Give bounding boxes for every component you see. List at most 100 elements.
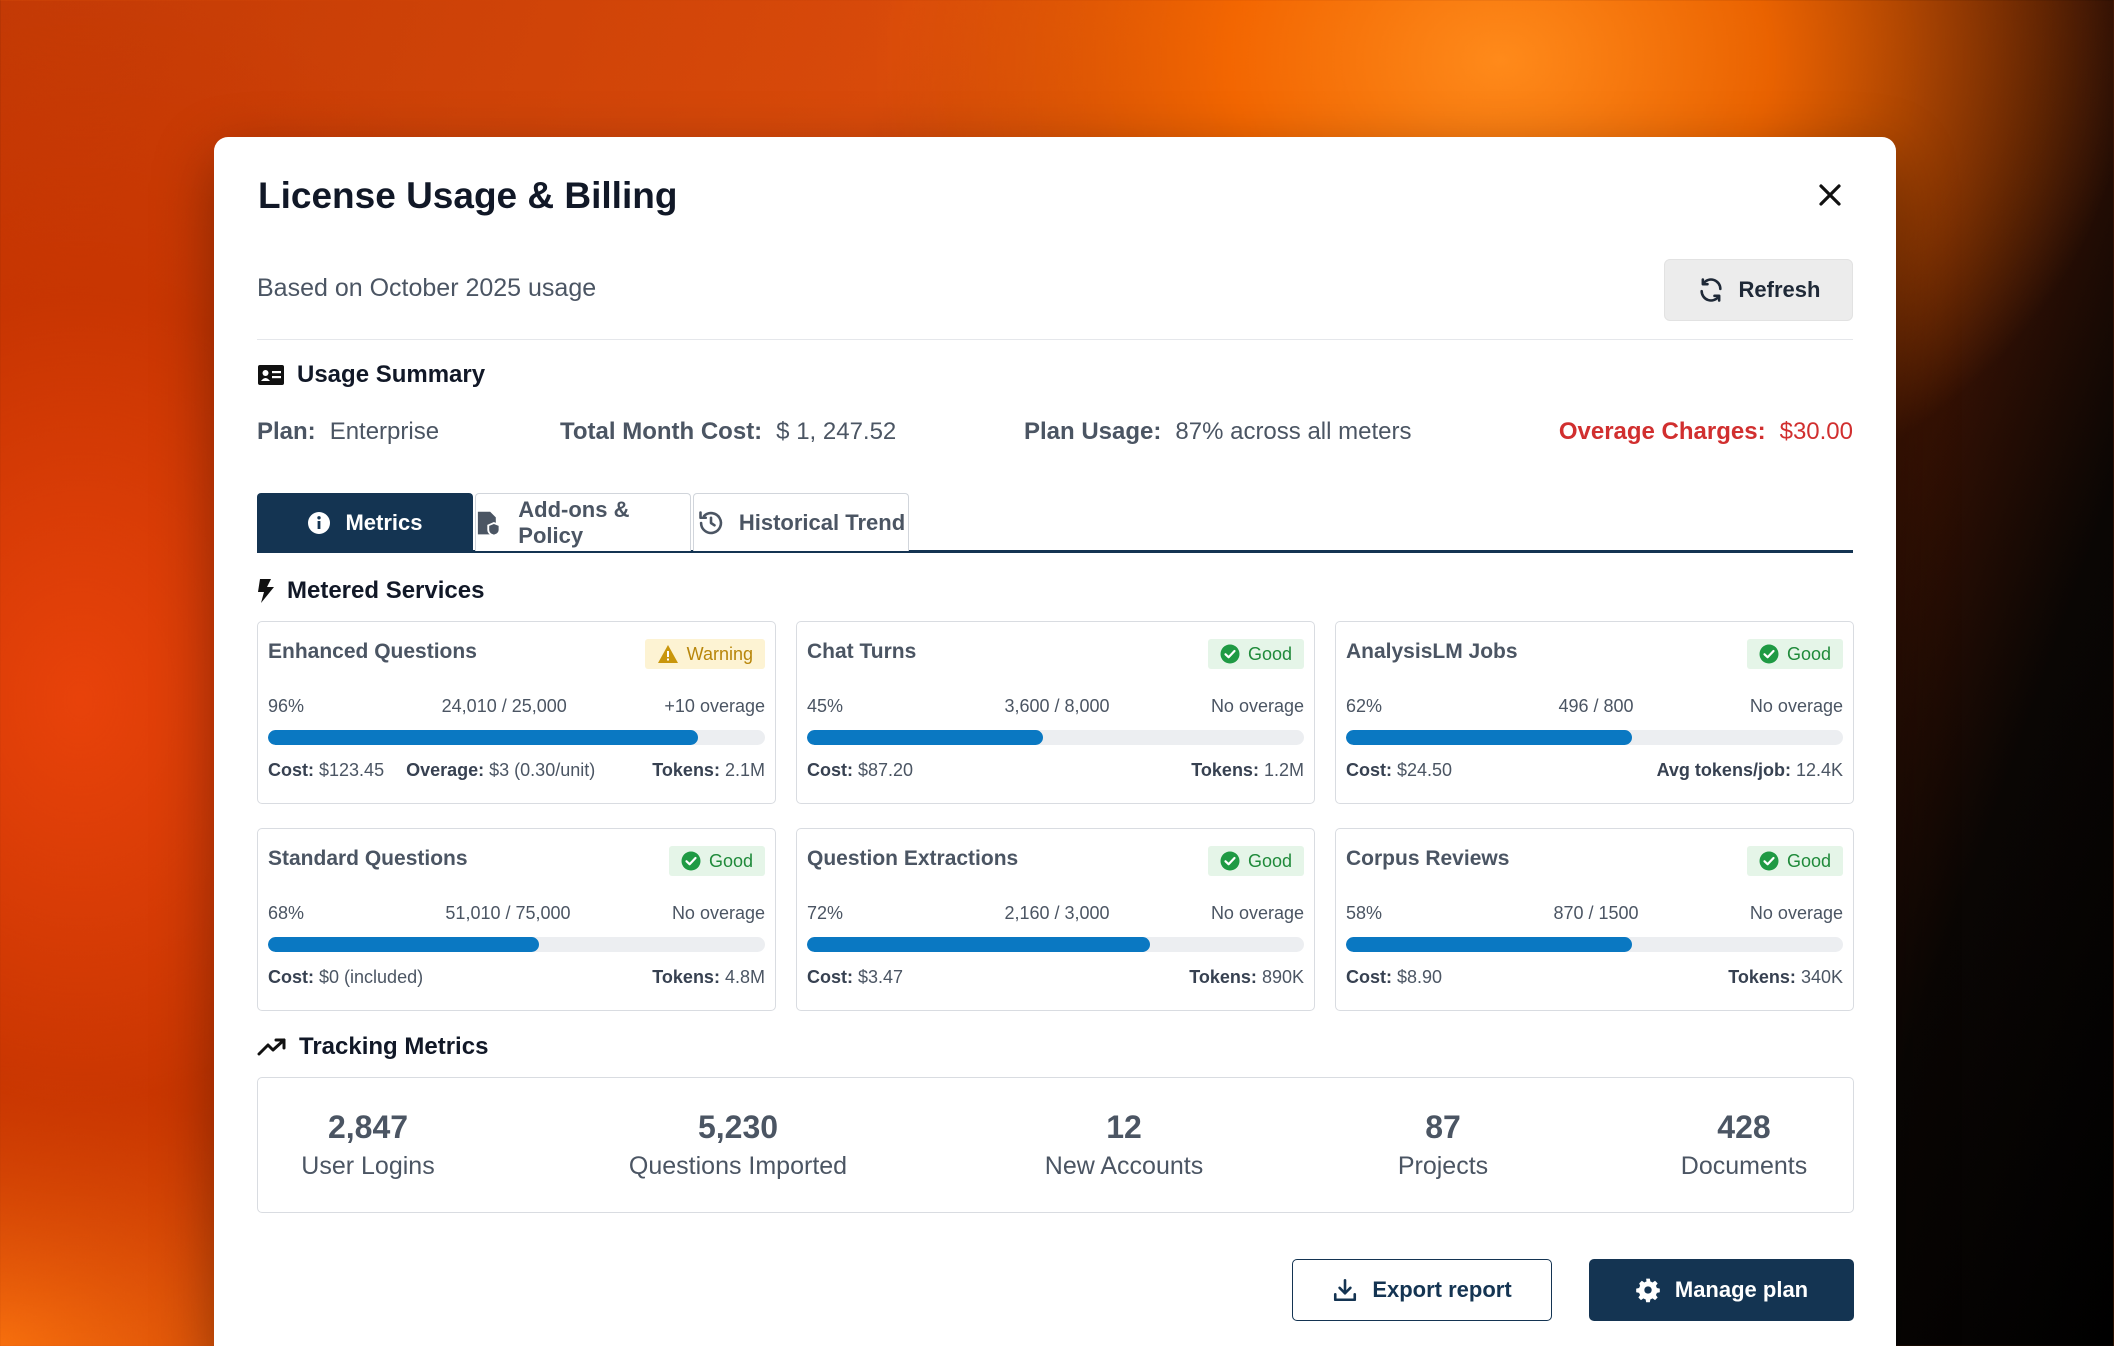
stat-label: New Accounts <box>1044 1152 1204 1180</box>
id-card-icon <box>258 365 284 385</box>
usage-summary-row: Plan: Enterprise Total Month Cost: $ 1, 24… <box>257 412 1853 452</box>
cost-detail-value: $24.50 <box>1397 760 1453 780</box>
usage-progress-bar <box>268 730 765 745</box>
usage-progress-fill <box>268 730 698 745</box>
usage-meta-row: 68% 51,010 / 75,000 No overage <box>268 903 765 924</box>
refresh-icon <box>1699 278 1722 302</box>
total-cost-value: $ 1, 247.52 <box>776 418 897 445</box>
tab-metrics[interactable]: Metrics <box>257 493 473 551</box>
metered-services-heading: Metered Services <box>257 577 484 605</box>
plan-value: Enterprise <box>329 418 440 445</box>
modal-title: License Usage & Billing <box>258 175 678 216</box>
total-cost-summary: Total Month Cost: $ 1, 247.52 <box>560 418 1024 446</box>
overage-status: No overage <box>1210 696 1304 716</box>
tokens-detail: Tokens: 2.1M <box>652 760 765 781</box>
cost-details-left: Cost: $123.45 Overage: $3 (0.30/unit) <box>268 760 595 781</box>
plan-usage-summary: Plan Usage: 87% across all meters <box>1024 418 1559 446</box>
status-badge: Warning <box>644 639 765 669</box>
usage-percent: 68% <box>268 903 305 923</box>
usage-progress-fill <box>807 937 1150 952</box>
cost-detail-key: Cost: <box>268 760 314 780</box>
stat-value: 12 <box>1106 1109 1142 1145</box>
usage-count: 24,010 / 25,000 <box>441 696 567 716</box>
tokens-detail: Tokens: 890K <box>1189 967 1304 988</box>
check-circle-icon <box>1220 851 1240 871</box>
status-label: Good <box>708 850 753 871</box>
status-label: Warning <box>686 643 753 664</box>
cost-row: Cost: $3.47 Tokens: 890K <box>807 967 1304 988</box>
plan-usage-label: Plan Usage: <box>1024 418 1162 445</box>
usage-count: 870 / 1500 <box>1553 903 1639 923</box>
manage-plan-button[interactable]: Manage plan <box>1589 1259 1854 1321</box>
cost-detail: Cost: $0 (included) <box>268 967 423 987</box>
usage-percent: 45% <box>807 696 844 716</box>
metered-services-title: Metered Services <box>287 577 485 604</box>
service-name: Chat Turns <box>807 640 917 663</box>
overage-value: $30.00 <box>1779 418 1853 445</box>
tab-metrics-label: Metrics <box>345 509 423 535</box>
service-card: Corpus Reviews Good 58% 870 / 1500 No ov… <box>1335 828 1854 1011</box>
usage-summary-title: Usage Summary <box>297 361 486 388</box>
usage-progress-fill <box>268 937 539 952</box>
tracking-metrics-panel: 2,847 User Logins 5,230 Questions Importe… <box>257 1077 1854 1213</box>
service-name: Standard Questions <box>268 847 468 870</box>
usage-progress-bar <box>807 937 1304 952</box>
overage-status: +10 overage <box>664 696 765 716</box>
cost-row: Cost: $87.20 Tokens: 1.2M <box>807 760 1304 781</box>
stat-value: 2,847 <box>327 1109 409 1145</box>
tab-historical-trend[interactable]: Historical Trend <box>693 493 909 551</box>
service-card: Enhanced Questions Warning 96% 24,010 / … <box>257 621 776 804</box>
cost-detail-key: Cost: <box>268 967 314 987</box>
tracking-metrics-title: Tracking Metrics <box>299 1033 489 1060</box>
stat-label: Documents <box>1680 1152 1808 1180</box>
status-label: Good <box>1247 643 1292 664</box>
tokens-key: Avg tokens/job: <box>1656 760 1791 780</box>
status-label: Good <box>1786 850 1831 871</box>
stat-value: 428 <box>1717 1109 1771 1145</box>
cost-detail: Cost: $3.47 <box>807 967 903 987</box>
tokens-value: 340K <box>1800 967 1843 987</box>
tab-addons-policy[interactable]: Add-ons & Policy <box>475 493 691 551</box>
tracking-stat: 428 Documents <box>1604 1109 1884 1181</box>
gear-icon <box>1636 1278 1660 1303</box>
cost-detail-key: Cost: <box>1346 967 1392 987</box>
usage-progress-bar <box>1346 730 1843 745</box>
cost-row: Cost: $0 (included) Tokens: 4.8M <box>268 967 765 988</box>
download-icon <box>1334 1278 1357 1302</box>
cost-detail-key: Overage: <box>406 760 485 780</box>
cost-detail: Cost: $87.20 <box>807 760 913 780</box>
bolt-icon <box>258 579 274 603</box>
overage-label: Overage Charges: <box>1558 418 1766 445</box>
service-name: Question Extractions <box>807 847 1019 870</box>
usage-percent: 62% <box>1346 696 1383 716</box>
cost-detail: Cost: $123.45 <box>268 760 384 780</box>
close-icon <box>1819 184 1841 206</box>
tokens-key: Tokens: <box>652 967 720 987</box>
close-button[interactable] <box>1810 175 1850 215</box>
tracking-metrics-heading: Tracking Metrics <box>257 1033 488 1061</box>
info-icon <box>308 511 331 534</box>
history-icon <box>699 510 723 534</box>
tracking-stat: 87 Projects <box>1303 1109 1583 1181</box>
tokens-key: Tokens: <box>1189 967 1257 987</box>
refresh-button[interactable]: Refresh <box>1664 259 1853 321</box>
overage-status: No overage <box>671 903 765 923</box>
cost-detail: Overage: $3 (0.30/unit) <box>406 760 595 780</box>
export-report-label: Export report <box>1372 1277 1512 1302</box>
tokens-detail: Tokens: 4.8M <box>652 967 765 988</box>
overage-status: No overage <box>1749 696 1843 716</box>
tokens-detail: Tokens: 340K <box>1728 967 1843 988</box>
cost-details-left: Cost: $3.47 <box>807 967 903 988</box>
status-label: Good <box>1786 643 1831 664</box>
overage-status: No overage <box>1210 903 1304 923</box>
overage-summary: Overage Charges: $30.00 <box>1559 418 1853 446</box>
usage-count: 51,010 / 75,000 <box>445 903 571 923</box>
cost-detail-value: $0 (included) <box>319 967 424 987</box>
export-report-button[interactable]: Export report <box>1292 1259 1552 1321</box>
usage-progress-fill <box>1346 730 1632 745</box>
cost-detail-key: Cost: <box>1346 760 1392 780</box>
tracking-stat: 2,847 User Logins <box>228 1109 508 1181</box>
warning-icon <box>657 645 678 663</box>
service-card: Question Extractions Good 72% 2,160 / 3,… <box>796 828 1315 1011</box>
cost-detail: Cost: $8.90 <box>1346 967 1442 987</box>
